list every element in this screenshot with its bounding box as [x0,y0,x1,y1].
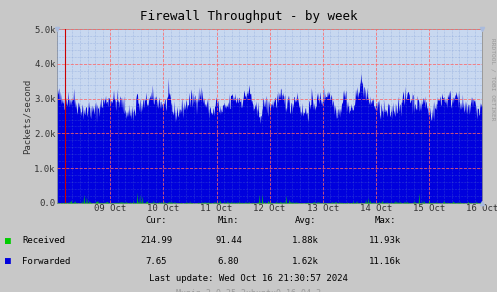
Text: Forwarded: Forwarded [22,257,71,266]
Text: 6.80: 6.80 [218,257,240,266]
Text: 7.65: 7.65 [146,257,167,266]
Text: 214.99: 214.99 [141,237,172,245]
Text: Munin 2.0.25-2ubuntu0.16.04.3: Munin 2.0.25-2ubuntu0.16.04.3 [176,289,321,292]
Text: Received: Received [22,237,66,245]
Text: ■: ■ [5,256,11,266]
Text: Cur:: Cur: [146,216,167,225]
Text: 11.16k: 11.16k [369,257,401,266]
Text: Max:: Max: [374,216,396,225]
Text: RRDTOOL / TOBI OETIKER: RRDTOOL / TOBI OETIKER [491,38,496,120]
Text: 1.88k: 1.88k [292,237,319,245]
Text: Firewall Throughput - by week: Firewall Throughput - by week [140,10,357,23]
Text: Avg:: Avg: [295,216,317,225]
Text: ■: ■ [5,236,11,246]
Text: Last update: Wed Oct 16 21:30:57 2024: Last update: Wed Oct 16 21:30:57 2024 [149,274,348,283]
Text: 91.44: 91.44 [215,237,242,245]
Text: 1.62k: 1.62k [292,257,319,266]
Text: Min:: Min: [218,216,240,225]
Y-axis label: Packets/second: Packets/second [22,79,31,154]
Text: 11.93k: 11.93k [369,237,401,245]
